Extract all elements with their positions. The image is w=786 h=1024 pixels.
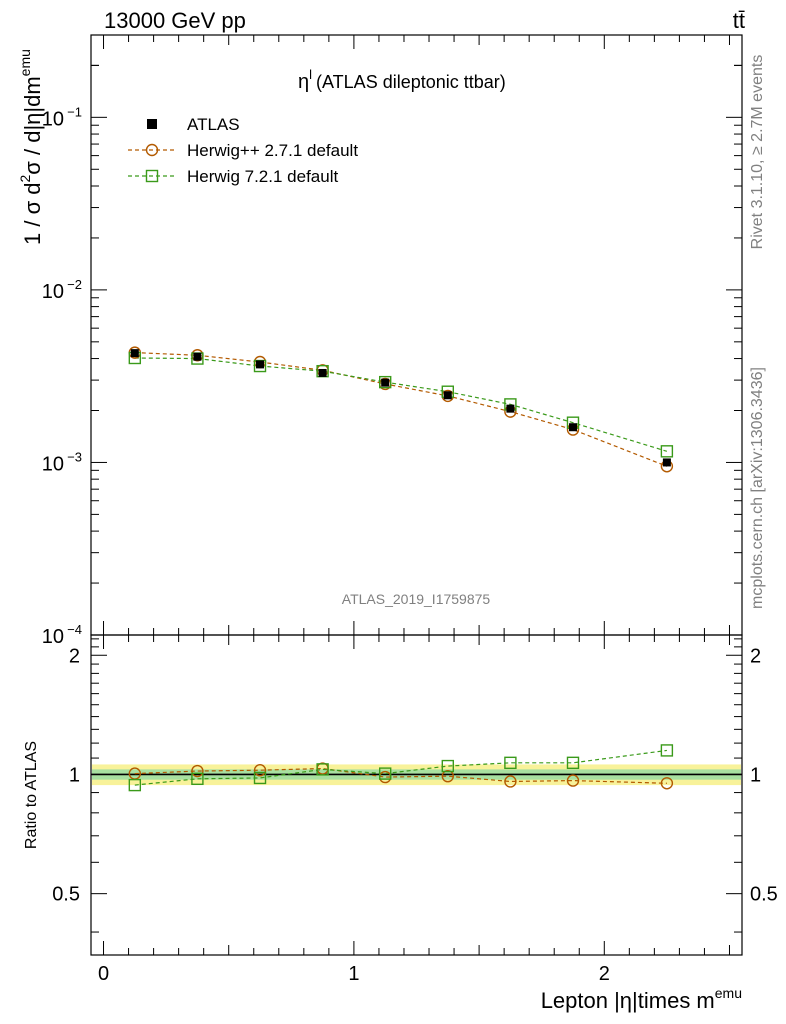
data-point-herwigpp bbox=[660, 777, 674, 790]
y-tick-base: 10 bbox=[42, 281, 64, 303]
ratio-y-tick-label-right: 2 bbox=[750, 645, 761, 667]
y-tick-exponent: −2 bbox=[67, 277, 82, 292]
ratio-panel: 0.5 0.5 1 1 2 2 0 1 2 Ratio to ATLAS Lepton |η|t… bbox=[23, 634, 778, 1013]
title-symbol: η bbox=[298, 71, 309, 93]
data-point-herwigpp bbox=[504, 775, 517, 788]
data-point-atlas bbox=[130, 349, 139, 358]
legend-label: Herwig++ 2.7.1 default bbox=[187, 141, 358, 160]
xlabel-main: Lepton |η|times m bbox=[541, 988, 715, 1013]
y-tick-label: 10 −2 bbox=[42, 277, 82, 303]
data-point-herwig7 bbox=[316, 763, 329, 776]
y-tick-label: 10 −4 bbox=[42, 622, 82, 648]
y-tick-label: 10 −3 bbox=[42, 449, 82, 475]
ratio-y-tick-label-left: 0.5 bbox=[52, 884, 80, 906]
ratio-y-tick-label-right: 0.5 bbox=[750, 884, 778, 906]
x-tick-label: 1 bbox=[348, 963, 359, 985]
data-point-herwigpp bbox=[441, 769, 454, 783]
ratio-y-tick-label-left: 1 bbox=[69, 764, 80, 786]
rivet-label: Rivet 3.1.10, ≥ 2.7M events bbox=[749, 55, 766, 250]
data-point-atlas bbox=[193, 352, 202, 361]
ylabel-mid: σ / d|η|dm bbox=[20, 76, 45, 174]
ylabel-main: 1 / σ d bbox=[20, 183, 45, 246]
data-point-atlas bbox=[568, 423, 577, 432]
legend-label: Herwig 7.2.1 default bbox=[187, 167, 338, 186]
data-point-herwig7 bbox=[191, 772, 204, 786]
y-tick-exponent: −3 bbox=[67, 449, 82, 464]
data-point-atlas bbox=[443, 391, 452, 400]
ratio-y-tick-label-right: 1 bbox=[750, 764, 761, 786]
data-point-herwigpp bbox=[145, 143, 159, 157]
data-point-herwigpp bbox=[191, 764, 204, 778]
data-point-herwig7 bbox=[660, 744, 674, 757]
ratio-y-tick-label-left: 2 bbox=[69, 645, 80, 667]
process-label: tt̄ bbox=[733, 8, 745, 33]
data-point-herwig7 bbox=[566, 756, 580, 770]
data-point-herwig7 bbox=[253, 771, 267, 785]
x-tick-label: 2 bbox=[599, 963, 610, 985]
x-axis-label: Lepton |η|times memu bbox=[541, 985, 742, 1013]
legend-label: ATLAS bbox=[187, 115, 240, 134]
analysis-watermark: ATLAS_2019_I1759875 bbox=[342, 591, 491, 607]
title-superscript: l bbox=[309, 67, 312, 82]
data-point-herwig7 bbox=[441, 759, 454, 773]
data-point-atlas bbox=[318, 368, 327, 377]
data-point-herwig7 bbox=[128, 778, 142, 792]
y-tick-base: 10 bbox=[42, 108, 64, 130]
title-text: (ATLAS dileptonic ttbar) bbox=[316, 72, 506, 92]
mcplots-label: mcplots.cern.ch [arXiv:1306.3436] bbox=[749, 367, 766, 609]
data-point-herwigpp bbox=[253, 764, 267, 777]
ratio-frame bbox=[90, 634, 743, 956]
main-panel: 10−110−210−310−4 ηl (ATLAS dileptonic ttb… bbox=[17, 34, 743, 648]
data-point-herwig7 bbox=[504, 756, 517, 770]
data-point-atlas bbox=[381, 378, 390, 387]
ratio-y-label: Ratio to ATLAS bbox=[23, 741, 40, 849]
data-point-herwig7 bbox=[379, 767, 392, 780]
y-axis-label: 1 / σ d2σ / d|η|dmemu bbox=[17, 49, 45, 245]
y-tick-exponent: −1 bbox=[67, 104, 82, 119]
energy-label: 13000 GeV pp bbox=[104, 8, 246, 33]
y-tick-base: 10 bbox=[42, 453, 64, 475]
series-line-2 bbox=[134, 357, 668, 452]
legend: ATLAS Herwig++ 2.7.1 default Herwig 7.2.1 … bbox=[128, 115, 358, 186]
ylabel-sup1: 2 bbox=[17, 175, 33, 183]
xlabel-sup: emu bbox=[715, 985, 742, 1001]
y-tick-exponent: −4 bbox=[67, 622, 82, 637]
data-point-atlas bbox=[256, 360, 265, 369]
ylabel-sup2: emu bbox=[17, 49, 33, 76]
data-point-atlas bbox=[662, 458, 671, 467]
data-point-atlas bbox=[506, 404, 515, 413]
data-point-atlas bbox=[147, 119, 157, 129]
data-point-herwig7 bbox=[379, 375, 392, 389]
x-tick-label: 0 bbox=[98, 963, 109, 985]
chart-title: ηl (ATLAS dileptonic ttbar) bbox=[298, 67, 506, 93]
data-point-herwig7 bbox=[660, 445, 674, 458]
data-point-herwigpp bbox=[566, 774, 580, 787]
y-tick-base: 10 bbox=[42, 626, 64, 648]
series-line-1 bbox=[134, 352, 668, 467]
data-point-herwig7 bbox=[145, 169, 159, 183]
y-tick-label: 10 −1 bbox=[42, 104, 82, 130]
